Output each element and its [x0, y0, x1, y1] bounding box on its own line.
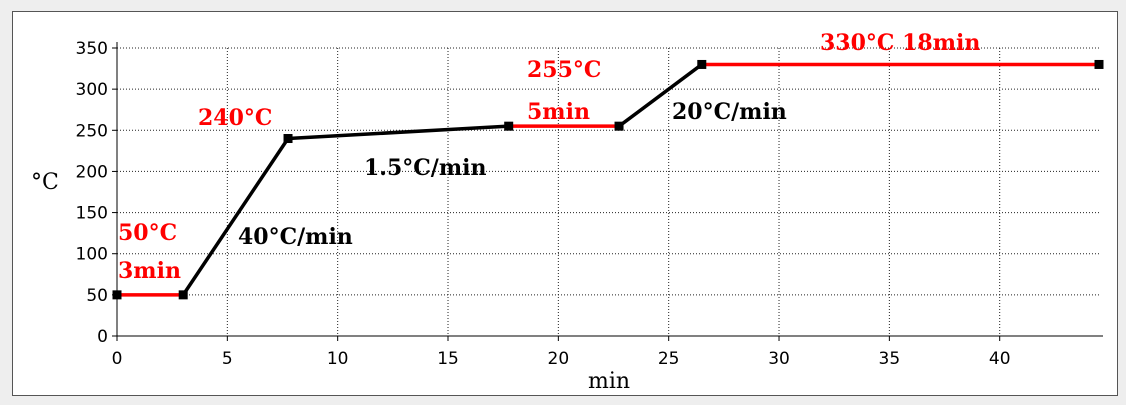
annotation-initial-temp: 50°C	[118, 220, 177, 246]
annotation-final-temp-hold: 330°C 18min	[820, 30, 980, 56]
annotation-ramp2-temp: 255°C	[527, 57, 601, 83]
annotation-ramp1-temp: 240°C	[198, 105, 272, 131]
temperature-series	[112, 59, 1104, 300]
x-tick-label: 10	[327, 349, 349, 369]
x-tick-label: 5	[222, 349, 233, 369]
series-segment	[617, 62, 704, 128]
y-tick-label: 0	[97, 327, 108, 347]
y-tick-label: 50	[86, 286, 108, 306]
annotation-ramp1-rate: 40°C/min	[238, 224, 353, 250]
axes: 0 5 10 15 20 25 30 35 40 0 50 100 150 200 250 300 350	[76, 39, 1103, 369]
y-tick-label: 250	[76, 121, 108, 141]
x-tick-label: 20	[548, 349, 570, 369]
annotation-ramp2-rate: 1.5°C/min	[364, 155, 486, 181]
x-tick-label: 0	[112, 349, 123, 369]
data-point-marker	[614, 121, 624, 131]
y-tick-label: 350	[76, 39, 108, 59]
y-tick-label: 100	[76, 245, 108, 265]
x-tick-label: 30	[768, 349, 790, 369]
series-segment	[181, 136, 290, 297]
annotations: 50°C 3min 40°C/min 240°C 1.5°C/min 255°C…	[118, 30, 980, 284]
data-point-marker	[697, 59, 707, 69]
y-tick-label: 300	[76, 80, 108, 100]
x-tick-label: 25	[658, 349, 680, 369]
annotation-initial-hold: 3min	[118, 258, 181, 284]
data-point-marker	[1094, 59, 1104, 69]
x-tick-label: 35	[879, 349, 901, 369]
data-point-marker	[504, 121, 514, 131]
series-segment	[286, 124, 511, 141]
chart-frame	[12, 11, 1118, 396]
annotation-ramp3-rate: 20°C/min	[672, 99, 787, 125]
x-tick-label: 40	[989, 349, 1011, 369]
y-tick-label: 200	[76, 162, 108, 182]
annotation-ramp2-hold: 5min	[527, 99, 590, 125]
x-axis-title: min	[588, 369, 630, 394]
data-point-marker	[283, 134, 293, 144]
data-point-marker	[178, 290, 188, 300]
y-tick-label: 150	[76, 204, 108, 224]
grid	[117, 47, 1099, 336]
y-axis-title: °C	[31, 170, 59, 195]
x-tick-label: 15	[437, 349, 459, 369]
data-point-marker	[112, 290, 122, 300]
